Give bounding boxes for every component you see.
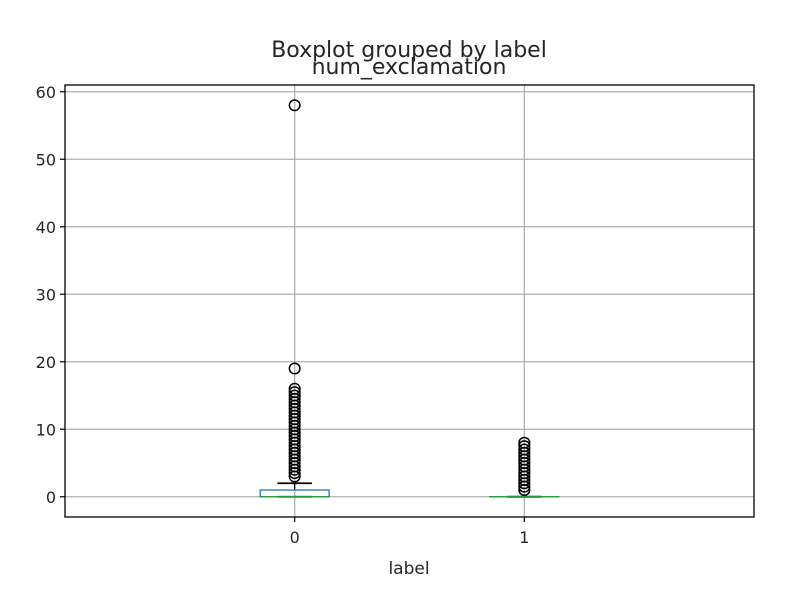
x-tick-label: 0: [290, 528, 300, 547]
plot-frame: [65, 85, 754, 517]
y-tick-label: 60: [36, 83, 56, 102]
y-tick-label: 30: [36, 285, 56, 304]
y-tick-label: 50: [36, 150, 56, 169]
y-tick-label: 0: [46, 488, 56, 507]
y-tick-label: 10: [36, 420, 56, 439]
axes-layer: 0 10 20 30 40 50 60 0 1: [36, 83, 754, 547]
x-axis-label: label: [388, 559, 429, 579]
y-tick-label: 40: [36, 218, 56, 237]
chart-title: num_exclamation: [312, 55, 507, 80]
y-tick-label: 20: [36, 353, 56, 372]
grid-lines: [65, 85, 754, 517]
x-tick-label: 1: [519, 528, 529, 547]
